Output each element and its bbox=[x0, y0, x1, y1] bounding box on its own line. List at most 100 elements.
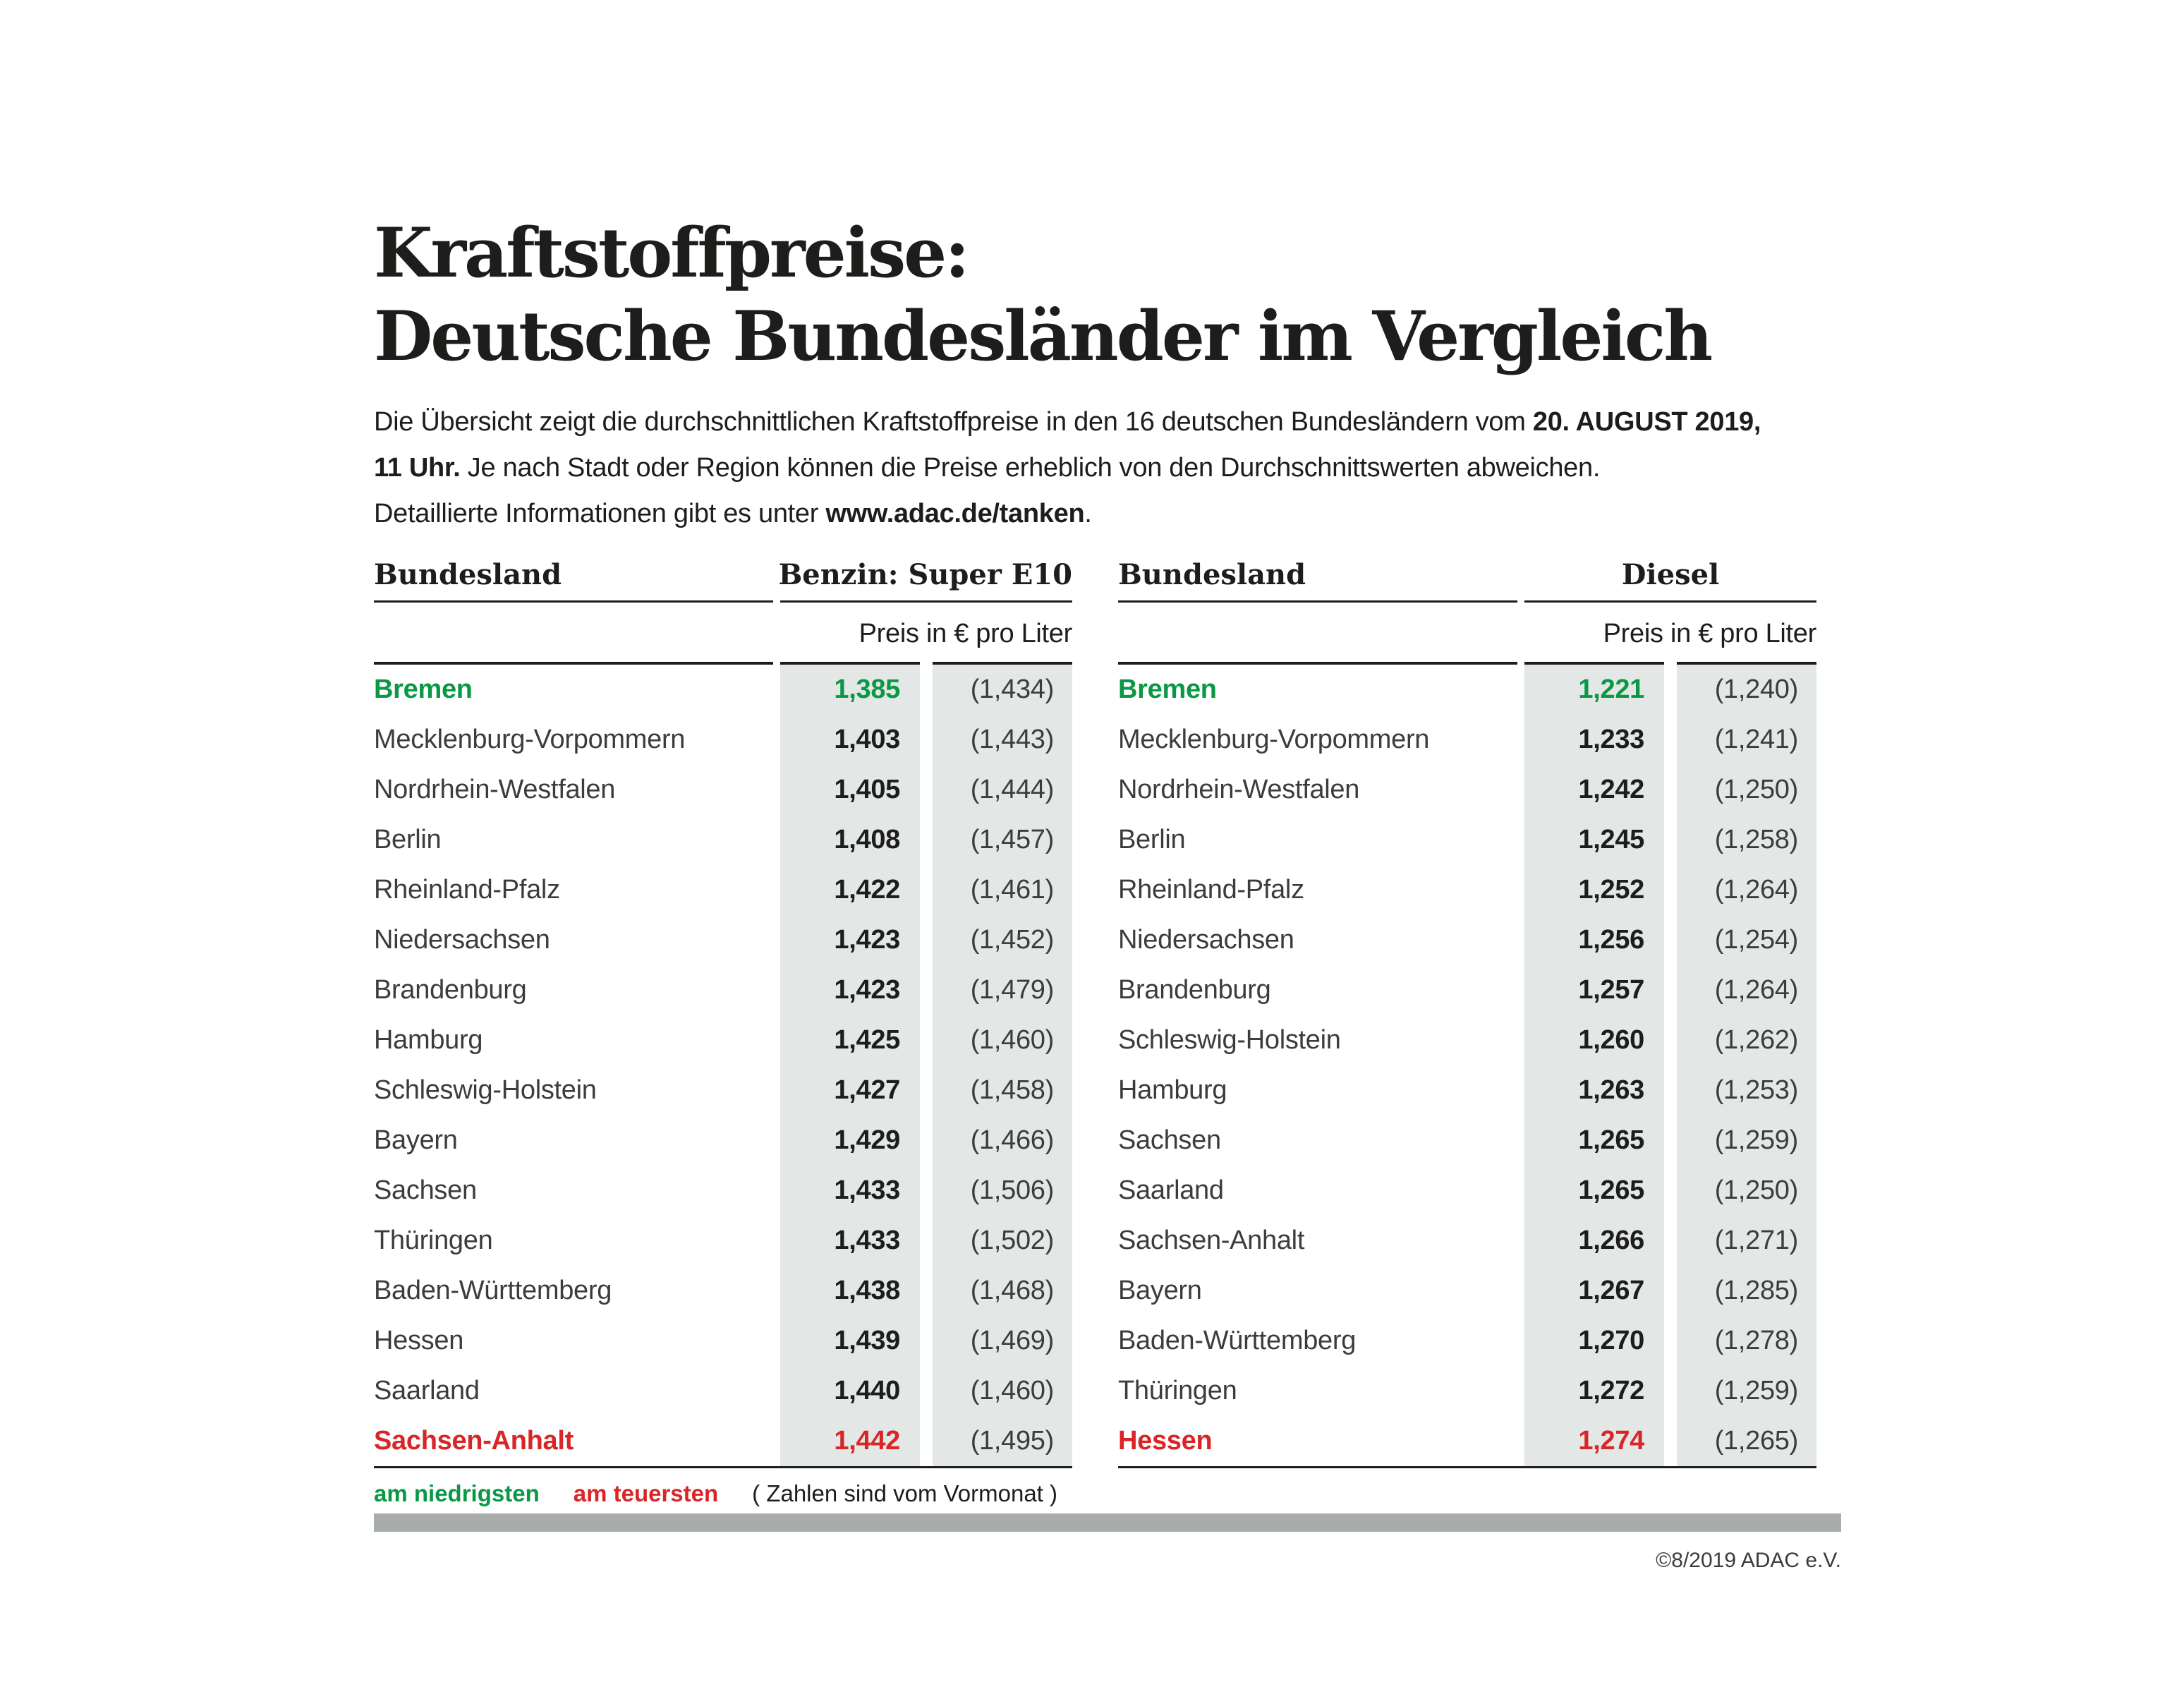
current-price: 1,425 bbox=[780, 1015, 920, 1065]
state-name: Berlin bbox=[374, 825, 442, 854]
table-row: Mecklenburg-Vorpommern 1,233 (1,241) bbox=[1118, 715, 1816, 765]
column-gap bbox=[1664, 965, 1677, 1015]
page-title-line2: Deutsche Bundesländer im Vergleich bbox=[374, 296, 1713, 376]
intro-line2-bold: 11 Uhr. bbox=[374, 453, 461, 483]
table-row: Bremen 1,221 (1,240) bbox=[1118, 665, 1816, 715]
state-name: Saarland bbox=[374, 1376, 480, 1405]
current-price: 1,233 bbox=[1524, 715, 1664, 765]
current-price: 1,385 bbox=[780, 665, 920, 715]
column-gap bbox=[1664, 815, 1677, 865]
previous-month-price: (1,271) bbox=[1677, 1216, 1816, 1266]
column-gap bbox=[1664, 1416, 1677, 1466]
column-gap bbox=[1664, 1015, 1677, 1065]
table-row: Schleswig-Holstein 1,427 (1,458) bbox=[374, 1065, 1072, 1115]
current-price: 1,440 bbox=[780, 1366, 920, 1416]
intro-line3-suffix: . bbox=[1084, 499, 1092, 528]
state-name: Hessen bbox=[374, 1326, 464, 1355]
table-row: Berlin 1,408 (1,457) bbox=[374, 815, 1072, 865]
footer-bar bbox=[374, 1513, 1841, 1532]
table-row: Thüringen 1,433 (1,502) bbox=[374, 1216, 1072, 1266]
previous-month-price: (1,458) bbox=[933, 1065, 1072, 1115]
state-name: Nordrhein-Westfalen bbox=[1118, 775, 1360, 804]
state-name: Sachsen-Anhalt bbox=[1118, 1226, 1305, 1255]
column-gap bbox=[920, 1065, 933, 1115]
state-name: Niedersachsen bbox=[374, 925, 550, 955]
previous-month-price: (1,250) bbox=[1677, 1166, 1816, 1216]
credit-text: ©8/2019 ADAC e.V. bbox=[1656, 1549, 1841, 1572]
column-gap bbox=[1664, 1166, 1677, 1216]
previous-month-price: (1,502) bbox=[933, 1216, 1072, 1266]
state-name: Schleswig-Holstein bbox=[1118, 1025, 1341, 1055]
column-gap bbox=[1664, 915, 1677, 965]
current-price: 1,252 bbox=[1524, 865, 1664, 915]
state-name: Hessen bbox=[1118, 1426, 1213, 1456]
page-title: Kraftstoffpreise: Deutsche Bundesländer … bbox=[374, 212, 1841, 378]
fuel-header-diesel: Diesel bbox=[1621, 558, 1720, 591]
state-name: Hamburg bbox=[374, 1025, 483, 1055]
state-name: Brandenburg bbox=[374, 975, 527, 1005]
table-row: Nordrhein-Westfalen 1,405 (1,444) bbox=[374, 765, 1072, 815]
column-gap bbox=[1664, 1115, 1677, 1166]
table-row: Baden-Württemberg 1,438 (1,468) bbox=[374, 1266, 1072, 1316]
previous-month-price: (1,468) bbox=[933, 1266, 1072, 1316]
column-gap bbox=[920, 1166, 933, 1216]
current-price: 1,221 bbox=[1524, 665, 1664, 715]
bottom-rule bbox=[1118, 1466, 1816, 1468]
current-price: 1,422 bbox=[780, 865, 920, 915]
column-header-bundesland: Bundesland bbox=[374, 558, 562, 591]
previous-month-price: (1,254) bbox=[1677, 915, 1816, 965]
current-price: 1,433 bbox=[780, 1166, 920, 1216]
previous-month-price: (1,259) bbox=[1677, 1366, 1816, 1416]
previous-month-price: (1,457) bbox=[933, 815, 1072, 865]
state-name: Hamburg bbox=[1118, 1075, 1227, 1105]
previous-month-price: (1,469) bbox=[933, 1316, 1072, 1366]
previous-month-price: (1,479) bbox=[933, 965, 1072, 1015]
table-row: Berlin 1,245 (1,258) bbox=[1118, 815, 1816, 865]
current-price: 1,403 bbox=[780, 715, 920, 765]
previous-month-price: (1,265) bbox=[1677, 1416, 1816, 1466]
table-row: Bayern 1,267 (1,285) bbox=[1118, 1266, 1816, 1316]
current-price: 1,423 bbox=[780, 915, 920, 965]
state-name: Rheinland-Pfalz bbox=[374, 875, 560, 905]
previous-month-price: (1,443) bbox=[933, 715, 1072, 765]
state-name: Thüringen bbox=[374, 1226, 493, 1255]
unit-subheader: Preis in € pro Liter bbox=[859, 619, 1073, 648]
table-row: Niedersachsen 1,256 (1,254) bbox=[1118, 915, 1816, 965]
previous-month-price: (1,460) bbox=[933, 1015, 1072, 1065]
previous-month-price: (1,250) bbox=[1677, 765, 1816, 815]
intro-line3-regular: Detaillierte Informationen gibt es unter bbox=[374, 499, 826, 528]
column-gap bbox=[920, 1416, 933, 1466]
table-row: Brandenburg 1,423 (1,479) bbox=[374, 965, 1072, 1015]
current-price: 1,438 bbox=[780, 1266, 920, 1316]
state-name: Bayern bbox=[374, 1125, 458, 1155]
table-row: Hessen 1,274 (1,265) bbox=[1118, 1416, 1816, 1466]
previous-month-price: (1,452) bbox=[933, 915, 1072, 965]
table-row: Saarland 1,265 (1,250) bbox=[1118, 1166, 1816, 1216]
column-gap bbox=[920, 765, 933, 815]
column-gap bbox=[1664, 1316, 1677, 1366]
previous-month-price: (1,461) bbox=[933, 865, 1072, 915]
state-name: Bayern bbox=[1118, 1276, 1202, 1305]
previous-month-price: (1,434) bbox=[933, 665, 1072, 715]
column-gap bbox=[920, 865, 933, 915]
column-gap bbox=[920, 1115, 933, 1166]
current-price: 1,256 bbox=[1524, 915, 1664, 965]
current-price: 1,405 bbox=[780, 765, 920, 815]
table-row: Sachsen-Anhalt 1,442 (1,495) bbox=[374, 1416, 1072, 1466]
state-name: Berlin bbox=[1118, 825, 1186, 854]
column-gap bbox=[920, 1316, 933, 1366]
current-price: 1,272 bbox=[1524, 1366, 1664, 1416]
bottom-rule bbox=[374, 1466, 1072, 1468]
column-gap bbox=[920, 915, 933, 965]
table-row: Brandenburg 1,257 (1,264) bbox=[1118, 965, 1816, 1015]
column-gap bbox=[920, 1216, 933, 1266]
infographic: Kraftstoffpreise: Deutsche Bundesländer … bbox=[374, 212, 1841, 1574]
column-gap bbox=[920, 815, 933, 865]
previous-month-price: (1,262) bbox=[1677, 1015, 1816, 1065]
column-gap bbox=[1664, 865, 1677, 915]
legend-highest-label: am teuersten bbox=[573, 1480, 719, 1506]
benzin-table: Bundesland Benzin: Super E10 Preis in € … bbox=[374, 555, 1072, 1468]
current-price: 1,265 bbox=[1524, 1166, 1664, 1216]
header-rule bbox=[374, 600, 1072, 603]
column-gap bbox=[920, 965, 933, 1015]
